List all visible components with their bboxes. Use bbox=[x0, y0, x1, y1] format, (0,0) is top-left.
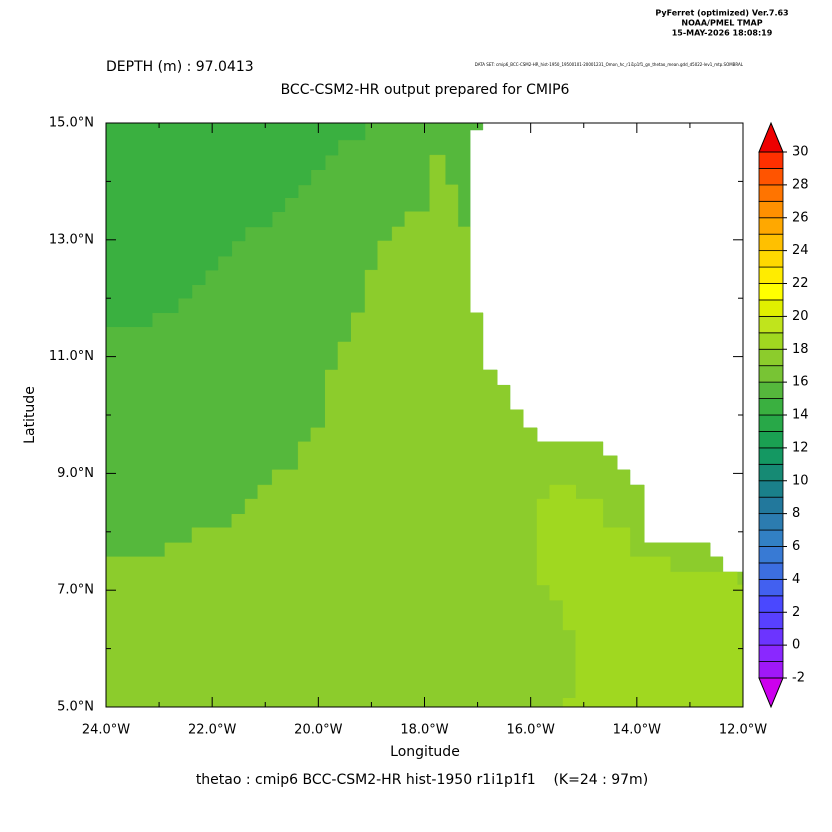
colorbar-band bbox=[758, 611, 784, 630]
colorbar-band bbox=[758, 480, 784, 498]
colorbar-band bbox=[758, 661, 784, 679]
x-tick-label: 14.0°W bbox=[613, 723, 661, 738]
colorbar-band bbox=[758, 463, 784, 482]
colorbar-band bbox=[758, 595, 784, 613]
y-tick-label: 9.0°N bbox=[57, 466, 94, 481]
x-tick-label: 18.0°W bbox=[400, 723, 448, 738]
colorbar-tick-label: 0 bbox=[792, 638, 800, 653]
colorbar-tick-label: 24 bbox=[792, 243, 809, 258]
chart-title: BCC-CSM2-HR output prepared for CMIP6 bbox=[281, 82, 570, 98]
colorbar-band bbox=[758, 266, 784, 284]
colorbar-tick-label: 8 bbox=[792, 506, 800, 521]
x-tick-label: 16.0°W bbox=[507, 723, 555, 738]
colorbar-tick-label: 16 bbox=[792, 375, 809, 390]
colorbar-band bbox=[758, 447, 784, 465]
colorbar-band bbox=[758, 365, 784, 383]
header-line: 15-MAY-2026 18:08:19 bbox=[672, 29, 773, 38]
y-tick-label: 13.0°N bbox=[49, 232, 94, 247]
y-tick-label: 5.0°N bbox=[57, 700, 94, 715]
x-tick-label: 24.0°W bbox=[82, 723, 130, 738]
x-tick-label: 12.0°W bbox=[719, 723, 767, 738]
colorbar-band bbox=[758, 562, 784, 580]
temperature-region bbox=[105, 122, 366, 328]
colorbar-tick-label: 12 bbox=[792, 440, 809, 455]
colorbar-tick-label: 10 bbox=[792, 473, 809, 488]
depth-label: DEPTH (m) : 97.0413 bbox=[106, 59, 254, 75]
x-axis-label: Longitude bbox=[390, 744, 460, 760]
dataset-note: DATA SET: cmip6_BCC-CSM2-HR_hist-1950_19… bbox=[475, 62, 744, 67]
colorbar-band bbox=[758, 578, 784, 597]
colorbar-band bbox=[758, 496, 784, 515]
header-line: PyFerret (optimized) Ver.7.63 bbox=[655, 9, 788, 18]
colorbar-band bbox=[758, 628, 784, 646]
colorbar-tick-label: 18 bbox=[792, 342, 809, 357]
colorbar-tick-label: 2 bbox=[792, 605, 800, 620]
colorbar-band bbox=[758, 233, 784, 252]
colorbar-band bbox=[758, 414, 784, 432]
colorbar-band bbox=[758, 315, 784, 334]
colorbar-band bbox=[758, 529, 784, 547]
y-tick-label: 7.0°N bbox=[57, 583, 94, 598]
colorbar-tick-label: 4 bbox=[792, 572, 800, 587]
footer: thetao : cmip6 BCC-CSM2-HR hist-1950 r1i… bbox=[196, 772, 648, 788]
colorbar-band bbox=[758, 217, 784, 235]
x-tick-label: 22.0°W bbox=[188, 723, 236, 738]
colorbar-tick-label: 30 bbox=[792, 145, 809, 160]
header-line: NOAA/PMEL TMAP bbox=[681, 19, 762, 28]
colorbar-band bbox=[758, 398, 784, 416]
y-axis-label: Latitude bbox=[22, 386, 38, 444]
colorbar-band bbox=[758, 168, 784, 186]
colorbar-band bbox=[758, 546, 784, 564]
y-tick-label: 15.0°N bbox=[49, 116, 94, 131]
colorbar-tick-label: 20 bbox=[792, 309, 809, 324]
temperature-region bbox=[536, 484, 744, 708]
colorbar-tick-label: 28 bbox=[792, 177, 809, 192]
colorbar-band bbox=[758, 644, 784, 662]
colorbar-over bbox=[758, 121, 784, 153]
colorbar-band bbox=[758, 381, 784, 399]
colorbar-tick-label: 14 bbox=[792, 408, 809, 423]
y-tick-label: 11.0°N bbox=[49, 349, 94, 364]
colorbar-tick-label: 26 bbox=[792, 210, 809, 225]
colorbar-band bbox=[758, 184, 784, 202]
colorbar-under bbox=[758, 677, 784, 709]
colorbar-band bbox=[758, 200, 784, 219]
colorbar-band bbox=[758, 348, 784, 367]
colorbar-band bbox=[758, 332, 784, 350]
colorbar-band bbox=[758, 151, 784, 169]
colorbar-band bbox=[758, 431, 784, 449]
colorbar-band bbox=[758, 299, 784, 317]
colorbar-tick-label: -2 bbox=[792, 671, 805, 686]
colorbar-band bbox=[758, 283, 784, 301]
x-tick-label: 20.0°W bbox=[294, 723, 342, 738]
colorbar-band bbox=[758, 250, 784, 268]
colorbar-band bbox=[758, 513, 784, 531]
colorbar-tick-label: 22 bbox=[792, 276, 809, 291]
colorbar-tick-label: 6 bbox=[792, 539, 800, 554]
